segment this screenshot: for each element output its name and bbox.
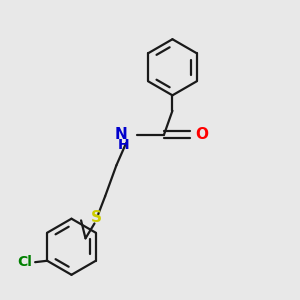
Text: O: O (195, 127, 208, 142)
Text: Cl: Cl (17, 255, 32, 269)
Text: S: S (91, 210, 102, 225)
Text: H: H (118, 138, 129, 152)
Text: N: N (115, 127, 128, 142)
